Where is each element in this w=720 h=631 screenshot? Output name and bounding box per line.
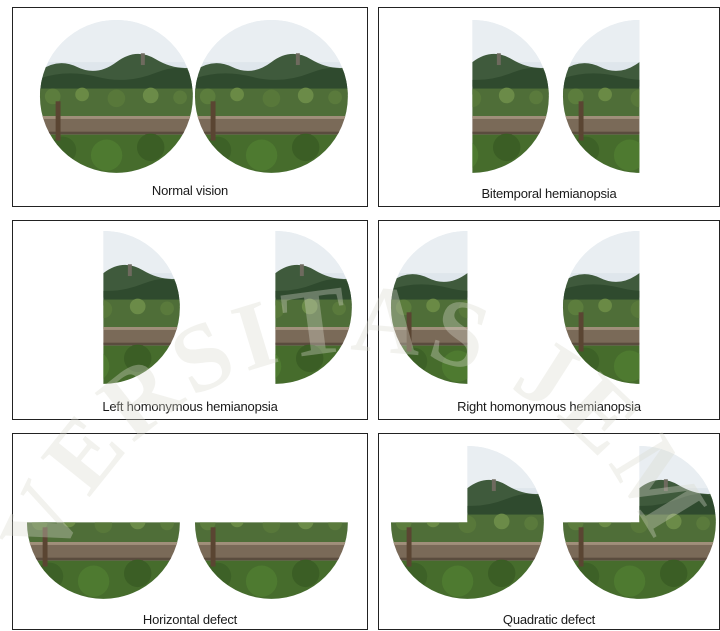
quadratic-defect-illustration xyxy=(390,445,716,599)
left-homonymous-illustration xyxy=(103,230,352,384)
caption-horizontal-defect: Horizontal defect xyxy=(142,612,238,627)
bitemporal-illustration xyxy=(472,19,640,173)
caption-normal-vision: Normal vision xyxy=(151,183,229,198)
horizontal-defect-illustration xyxy=(26,522,348,599)
panel-left-homonymous: Left homonymous hemianopsia xyxy=(12,220,368,420)
panel-quadratic-defect: Quadratic defect xyxy=(378,433,720,630)
panel-right-homonymous: Right homonymous hemianopsia xyxy=(378,220,720,420)
normal-vision-illustration xyxy=(39,19,348,173)
right-homonymous-illustration xyxy=(390,230,640,384)
panel-normal-vision: Normal vision xyxy=(12,7,368,207)
caption-left-homonymous: Left homonymous hemianopsia xyxy=(102,399,278,414)
panel-bitemporal-hemianopsia: Bitemporal hemianopsia xyxy=(378,7,720,207)
caption-quadratic-defect: Quadratic defect xyxy=(502,612,596,627)
caption-bitemporal: Bitemporal hemianopsia xyxy=(481,186,617,201)
caption-right-homonymous: Right homonymous hemianopsia xyxy=(457,399,641,414)
panel-horizontal-defect: Horizontal defect xyxy=(12,433,368,630)
